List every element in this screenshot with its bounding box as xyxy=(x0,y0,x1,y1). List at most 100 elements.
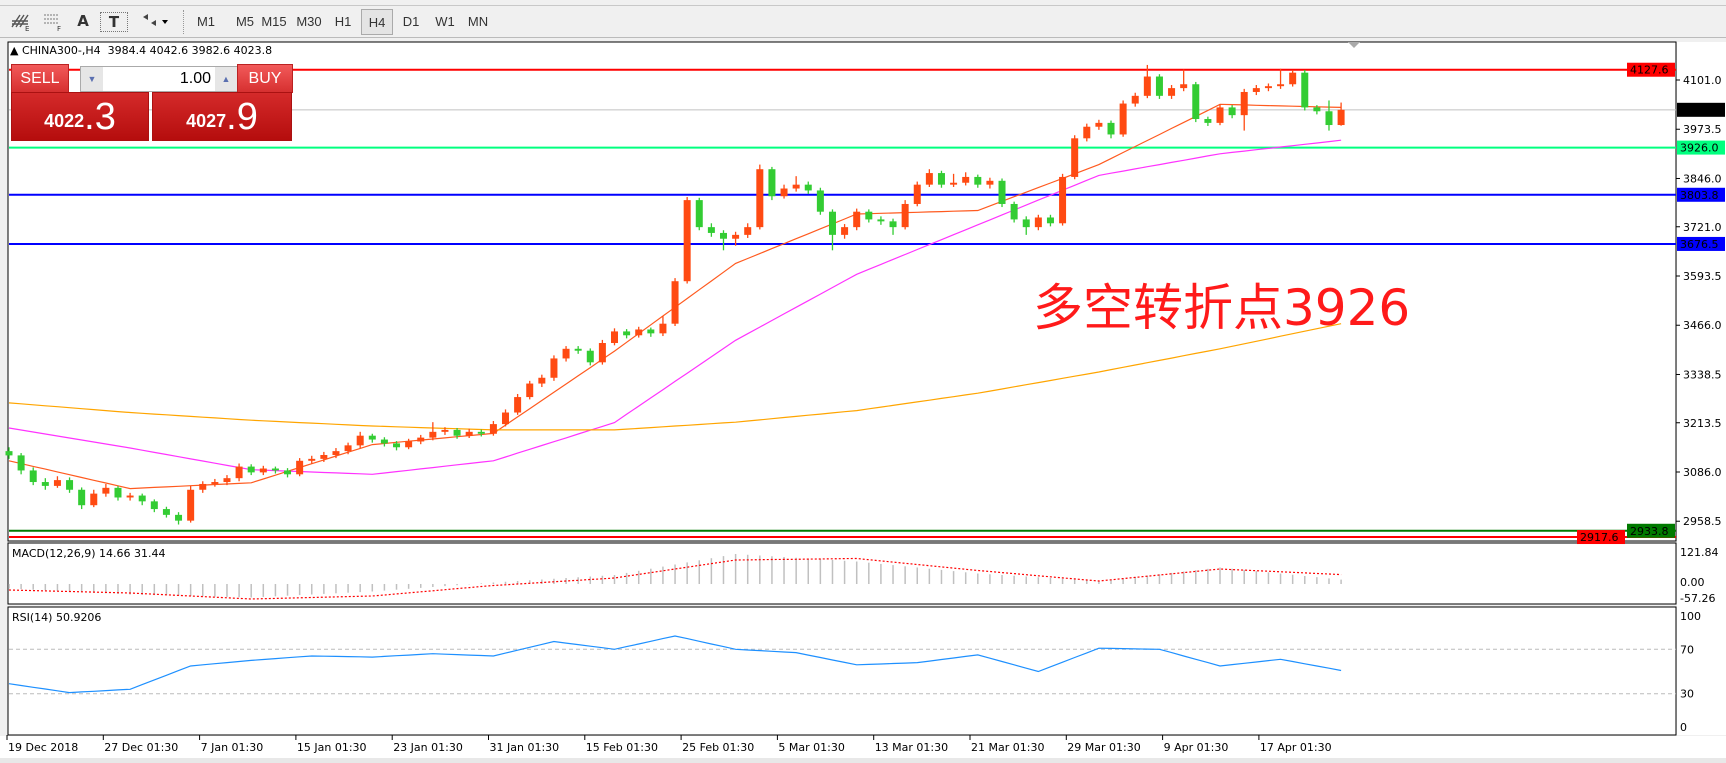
candle-body xyxy=(950,182,958,185)
candle-body xyxy=(962,176,970,183)
candle xyxy=(1264,83,1272,92)
buy-price-main: 4027 xyxy=(186,111,227,131)
candle xyxy=(514,393,522,415)
candle xyxy=(986,177,994,189)
candle-body xyxy=(1277,84,1285,87)
candle xyxy=(5,447,13,459)
time-axis xyxy=(0,736,1726,758)
timeframe-m15-button[interactable]: M15 xyxy=(261,13,287,29)
timeframe-m5-button[interactable]: M5 xyxy=(235,13,255,29)
candle xyxy=(332,448,340,459)
candle-body xyxy=(1131,95,1139,104)
candle-body xyxy=(707,227,715,233)
candle xyxy=(465,428,473,439)
lot-decrease-icon[interactable]: ▼ xyxy=(81,67,103,91)
candle-body xyxy=(841,227,849,235)
timeframe-h4-button[interactable]: H4 xyxy=(361,9,393,35)
candle-body xyxy=(526,383,534,398)
candle xyxy=(1034,214,1042,231)
candle-body xyxy=(998,180,1006,204)
candle xyxy=(477,429,485,437)
candle xyxy=(17,453,25,475)
candle-body xyxy=(41,482,49,486)
chart-annotation-text[interactable]: 多空转折点3926 xyxy=(1033,279,1411,337)
sell-button[interactable]: SELL xyxy=(11,64,69,93)
candle xyxy=(647,327,655,337)
rsi-pane xyxy=(7,606,1677,736)
candle xyxy=(901,200,909,230)
candle-body xyxy=(1337,109,1345,126)
candle-body xyxy=(380,439,388,444)
candle xyxy=(792,176,800,192)
time-tick-label: 5 Mar 01:30 xyxy=(778,741,844,754)
candle-body xyxy=(695,200,703,228)
candle xyxy=(453,427,461,439)
chart-toolbar: E F A T M1 M5 M15 M30 H1 H4 D1 W1 MN xyxy=(0,6,1726,38)
candle-body xyxy=(659,323,667,334)
one-click-trading-panel: SELL ▼ 1.00 ▲ BUY 4022 .3 4027 .9 xyxy=(11,64,293,141)
timeframe-h1-button[interactable]: H1 xyxy=(334,13,352,29)
candle xyxy=(1022,216,1030,235)
buy-price-button[interactable]: 4027 .9 xyxy=(152,92,292,141)
price-line-label-bg xyxy=(1677,140,1725,155)
arrows-dropdown-icon[interactable] xyxy=(138,9,172,33)
lot-value[interactable]: 1.00 xyxy=(179,70,211,87)
timeframe-m30-button[interactable]: M30 xyxy=(296,13,322,29)
candle xyxy=(974,174,982,188)
candle-body xyxy=(514,397,522,413)
candle xyxy=(707,223,715,237)
time-tick-label: 25 Feb 01:30 xyxy=(682,741,754,754)
candle-body xyxy=(296,460,304,475)
candle-body xyxy=(828,211,836,235)
candle-body xyxy=(102,487,110,494)
candle xyxy=(780,184,788,199)
chart-tabs-strip xyxy=(0,758,1726,763)
chart-shift-marker-icon[interactable] xyxy=(1348,42,1360,48)
candle xyxy=(308,455,316,464)
candle xyxy=(199,481,207,493)
candle xyxy=(998,178,1006,208)
candle xyxy=(441,427,449,435)
candle xyxy=(1192,81,1200,123)
candle-body xyxy=(320,455,328,459)
collapse-arrow-icon[interactable]: ▲ xyxy=(10,44,22,57)
candle xyxy=(816,187,824,215)
macd-signal-line xyxy=(8,557,1342,600)
candle xyxy=(950,173,958,187)
price-tick-label: 3213.5 xyxy=(1683,417,1722,430)
candle xyxy=(1131,92,1139,107)
price-line-label: 3676.5 xyxy=(1680,238,1719,251)
candle-body xyxy=(986,180,994,185)
text-box-icon[interactable]: T xyxy=(100,12,128,32)
candle-body xyxy=(235,466,243,479)
candle-body xyxy=(635,329,643,336)
candle xyxy=(150,499,158,513)
candle-body xyxy=(780,188,788,197)
timeframe-m1-button[interactable]: M1 xyxy=(196,13,216,29)
candle-body xyxy=(865,211,873,220)
candle xyxy=(623,329,631,339)
buy-button[interactable]: BUY xyxy=(237,64,293,93)
candle xyxy=(102,483,110,497)
candle-body xyxy=(344,445,352,452)
candle xyxy=(1313,105,1321,115)
timeframe-mn-button[interactable]: MN xyxy=(467,13,489,29)
lot-increase-icon[interactable]: ▲ xyxy=(215,67,237,91)
candle-body xyxy=(768,169,776,197)
time-tick-label: 15 Jan 01:30 xyxy=(297,741,367,754)
candle-body xyxy=(284,470,292,475)
candle xyxy=(804,181,812,194)
rsi-tick-label: 70 xyxy=(1680,643,1694,656)
text-label-icon[interactable]: A xyxy=(77,12,89,30)
candle-body xyxy=(441,429,449,432)
candle xyxy=(1083,123,1091,142)
candle xyxy=(1277,68,1285,89)
rsi-tick-label: 100 xyxy=(1680,610,1701,623)
price-line-label-bg xyxy=(1677,236,1725,251)
fibonacci-expansion-icon[interactable]: E xyxy=(8,9,34,33)
lot-size-input[interactable]: ▼ 1.00 ▲ xyxy=(80,66,238,92)
timeframe-w1-button[interactable]: W1 xyxy=(435,13,455,29)
sell-price-button[interactable]: 4022 .3 xyxy=(11,92,149,141)
fibonacci-fan-icon[interactable]: F xyxy=(40,9,66,33)
timeframe-d1-button[interactable]: D1 xyxy=(402,13,420,29)
